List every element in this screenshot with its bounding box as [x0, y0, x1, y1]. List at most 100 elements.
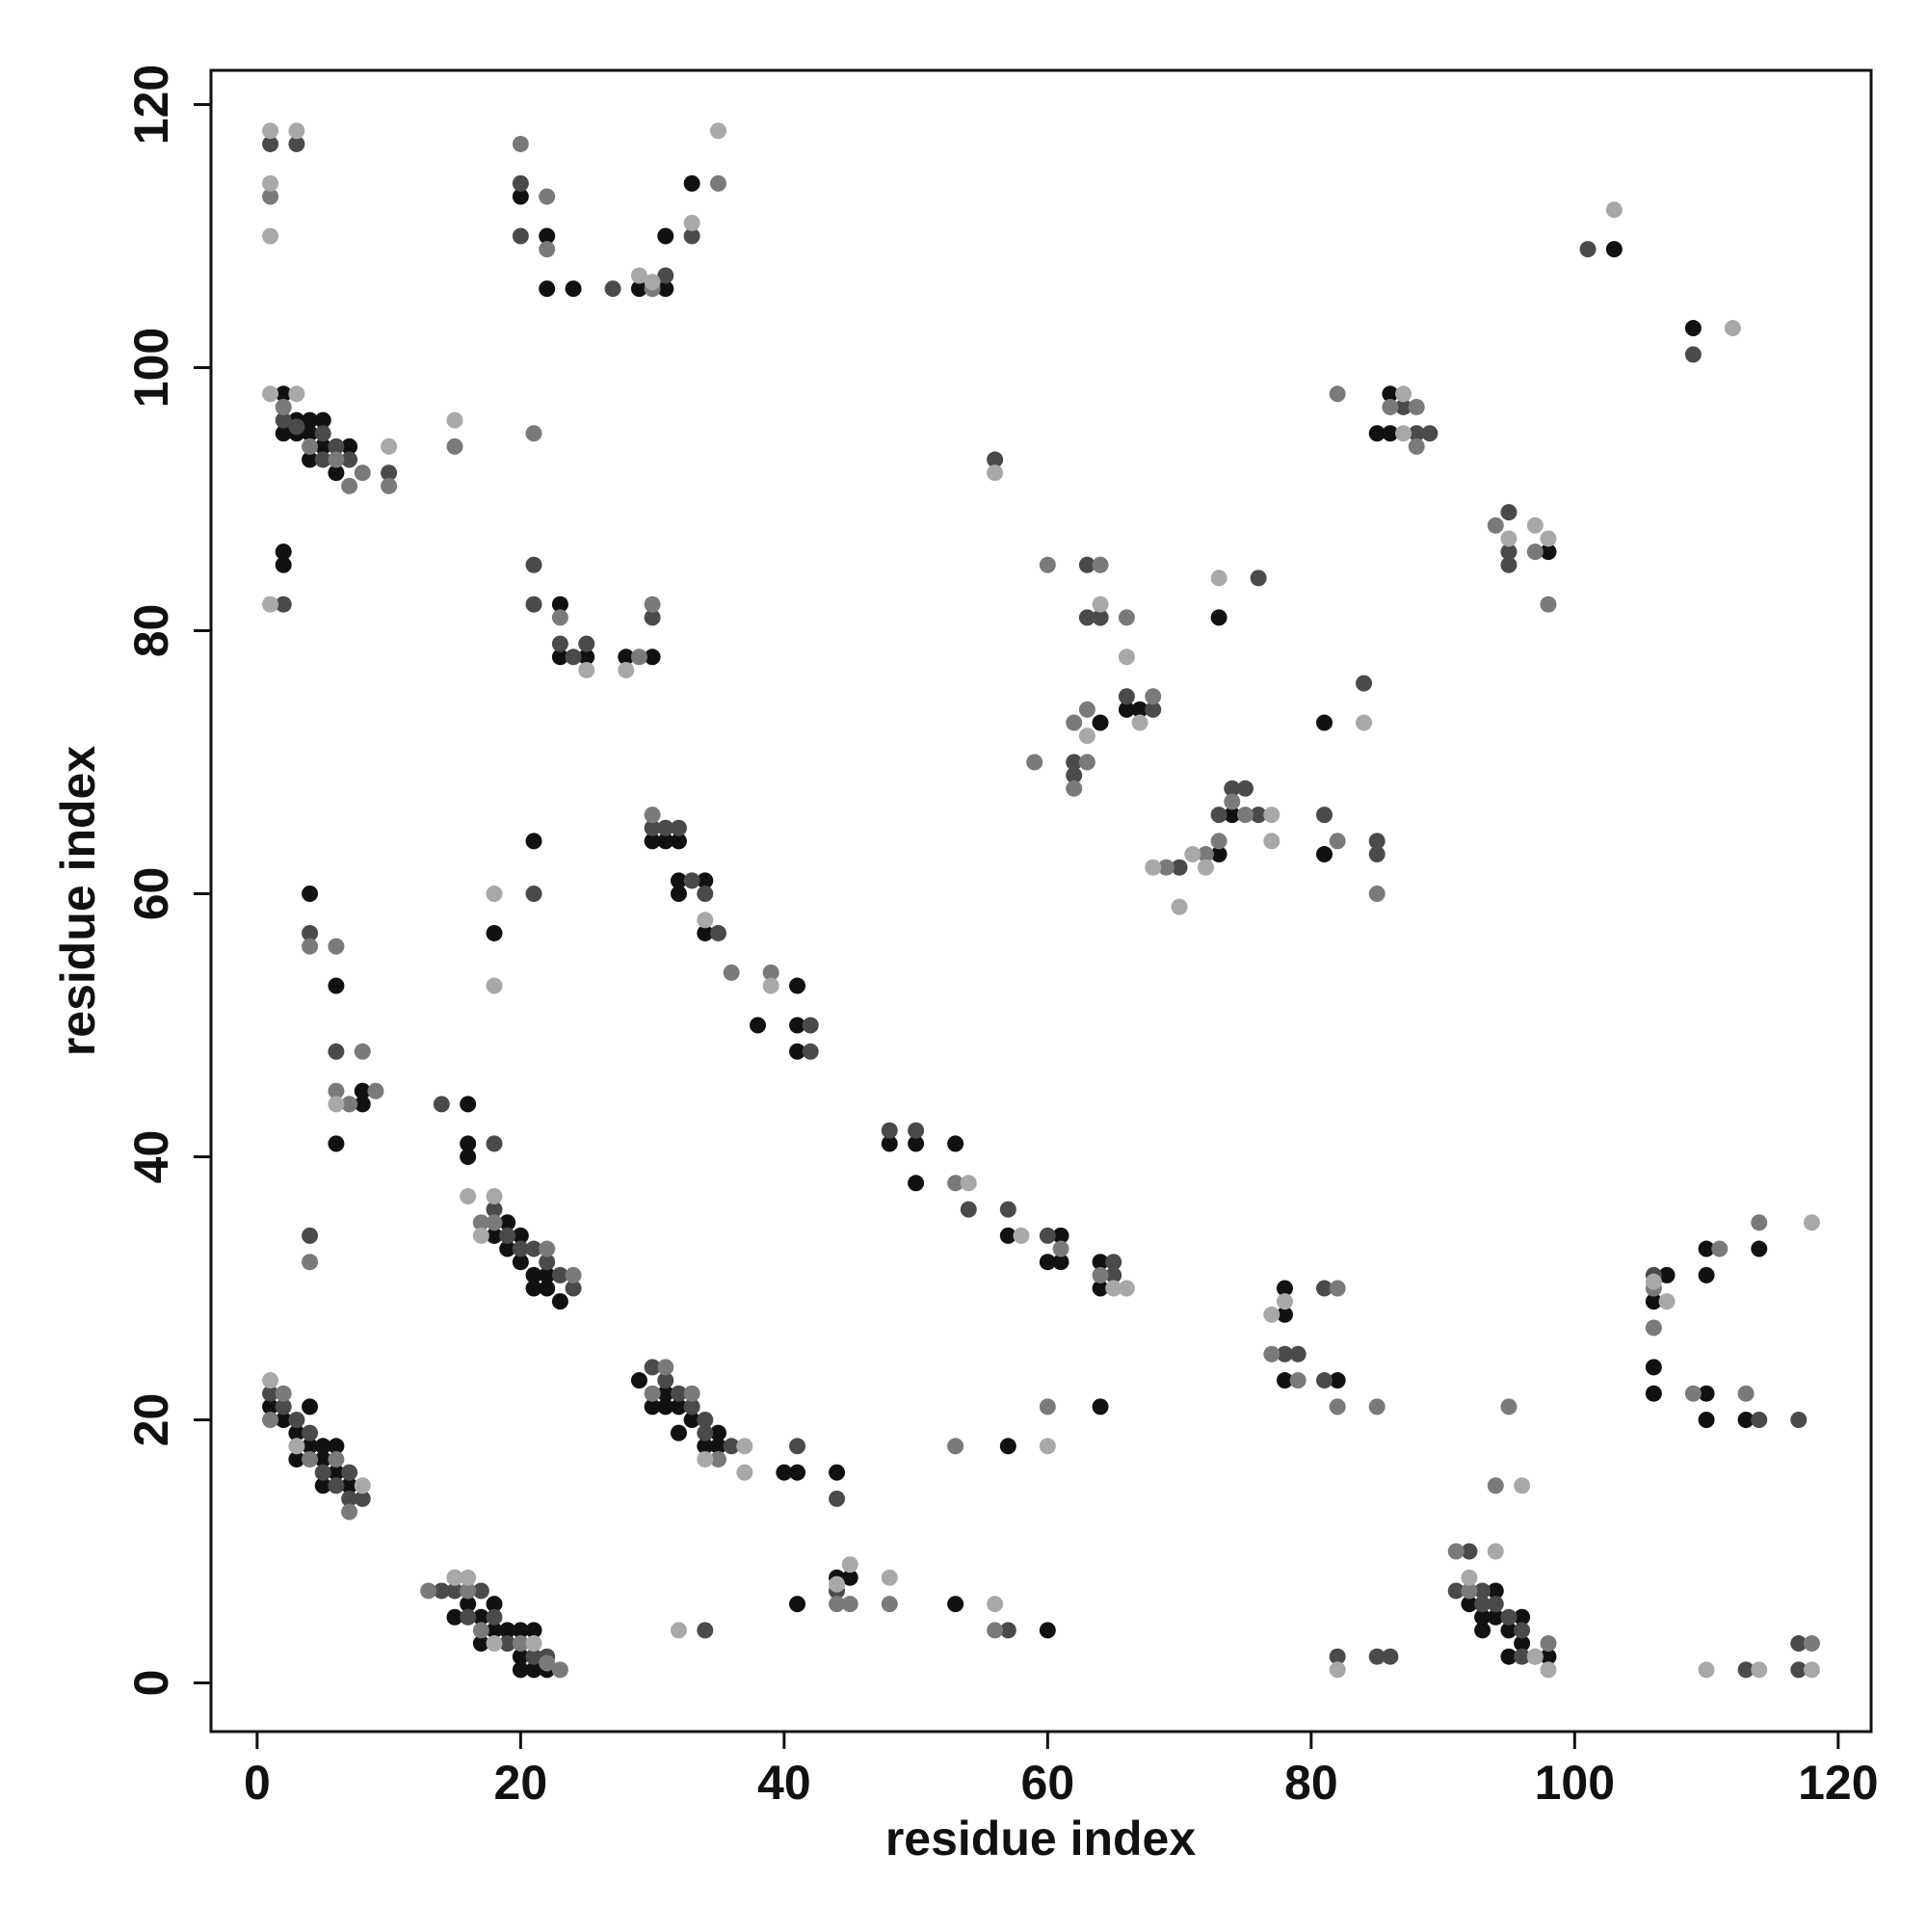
point	[1105, 1254, 1122, 1271]
point	[512, 1227, 529, 1244]
point	[1500, 1622, 1518, 1639]
point	[328, 938, 345, 955]
point	[709, 174, 726, 192]
point	[539, 1280, 556, 1297]
point	[486, 1201, 503, 1218]
point	[670, 885, 687, 902]
point	[1645, 1385, 1662, 1402]
point	[1276, 1372, 1293, 1389]
point	[381, 477, 398, 494]
point	[551, 648, 568, 666]
point	[262, 188, 279, 205]
point	[1329, 1648, 1346, 1665]
point	[1711, 1240, 1729, 1257]
point	[512, 1635, 529, 1653]
point	[1803, 1214, 1820, 1231]
point	[1039, 1438, 1056, 1455]
point	[657, 1359, 674, 1376]
point	[486, 1135, 503, 1152]
point	[1329, 385, 1346, 403]
point	[829, 1575, 846, 1593]
point	[1474, 1608, 1491, 1626]
y-axis-label: residue index	[51, 746, 105, 1057]
point	[697, 1450, 714, 1468]
point	[314, 451, 331, 468]
x-tick-label: 80	[1284, 1756, 1338, 1810]
point	[460, 1135, 477, 1152]
point	[723, 1438, 740, 1455]
point	[341, 1477, 358, 1495]
point	[644, 1398, 661, 1416]
point	[1263, 807, 1280, 824]
point	[1276, 1306, 1293, 1323]
point	[1092, 609, 1109, 626]
point	[644, 595, 661, 613]
point	[565, 280, 582, 298]
point	[328, 977, 345, 994]
point	[657, 1372, 674, 1389]
point	[433, 1096, 450, 1113]
point	[697, 885, 714, 902]
point	[486, 1608, 503, 1626]
point	[354, 1082, 371, 1099]
point	[262, 174, 279, 192]
point	[709, 1438, 726, 1455]
point	[1724, 320, 1741, 337]
point	[1421, 425, 1439, 442]
point	[908, 1135, 925, 1152]
point	[1197, 846, 1214, 863]
point	[841, 1569, 858, 1586]
point	[262, 1372, 279, 1389]
point	[262, 1385, 279, 1402]
point	[1737, 1385, 1755, 1402]
point	[723, 964, 740, 981]
point	[1105, 1280, 1122, 1297]
point	[341, 1490, 358, 1507]
point	[1487, 1608, 1504, 1626]
point	[1078, 556, 1095, 573]
point	[1026, 754, 1043, 771]
point	[302, 451, 319, 468]
point	[670, 819, 687, 836]
point	[1316, 1280, 1333, 1297]
point	[657, 819, 674, 836]
point	[499, 1240, 516, 1257]
point	[881, 1135, 898, 1152]
x-tick-label: 20	[494, 1756, 548, 1810]
point	[1329, 1661, 1346, 1679]
point	[1487, 1582, 1504, 1600]
point	[1790, 1411, 1808, 1428]
point	[881, 1596, 898, 1613]
point	[354, 1043, 371, 1060]
point	[551, 595, 568, 613]
y-tick-label: 120	[124, 65, 178, 145]
point	[314, 1464, 331, 1481]
point	[486, 1187, 503, 1204]
point	[539, 227, 556, 245]
point	[1474, 1622, 1491, 1639]
point	[736, 1464, 753, 1481]
point	[709, 122, 726, 140]
point	[525, 1280, 542, 1297]
point	[525, 1635, 542, 1653]
point	[618, 648, 635, 666]
point	[1395, 385, 1412, 403]
point	[1514, 1477, 1531, 1495]
point	[1447, 1543, 1465, 1560]
point	[1329, 1280, 1346, 1297]
point	[381, 437, 398, 455]
point	[446, 411, 463, 429]
point	[644, 819, 661, 836]
point	[446, 1582, 463, 1600]
point	[551, 609, 568, 626]
point	[697, 924, 714, 941]
point	[302, 1227, 319, 1244]
point	[1052, 1227, 1069, 1244]
point	[1263, 1345, 1280, 1363]
point	[539, 241, 556, 258]
point	[1645, 1273, 1662, 1290]
x-tick-label: 40	[757, 1756, 811, 1810]
point	[512, 1648, 529, 1665]
point	[1263, 1306, 1280, 1323]
point	[275, 398, 292, 415]
